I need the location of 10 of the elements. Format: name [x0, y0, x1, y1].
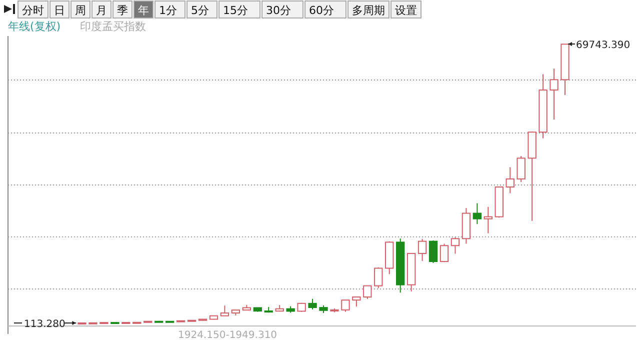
chart-title: 年线(复权) [8, 20, 61, 33]
candlestick [538, 74, 548, 139]
candlestick [484, 206, 492, 234]
text: 1924.150-1949.310 [178, 330, 278, 340]
text: 113.280 [24, 319, 66, 330]
text: 69743.390 [576, 40, 630, 51]
chart-subtitle: 印度孟买指数 [80, 20, 146, 33]
candlestick [462, 208, 471, 244]
candlestick [550, 68, 558, 120]
toolbar: 分时 日 周 月 季 年 1分 5分 15分 30分 60分 多周期 设置 [4, 0, 422, 18]
